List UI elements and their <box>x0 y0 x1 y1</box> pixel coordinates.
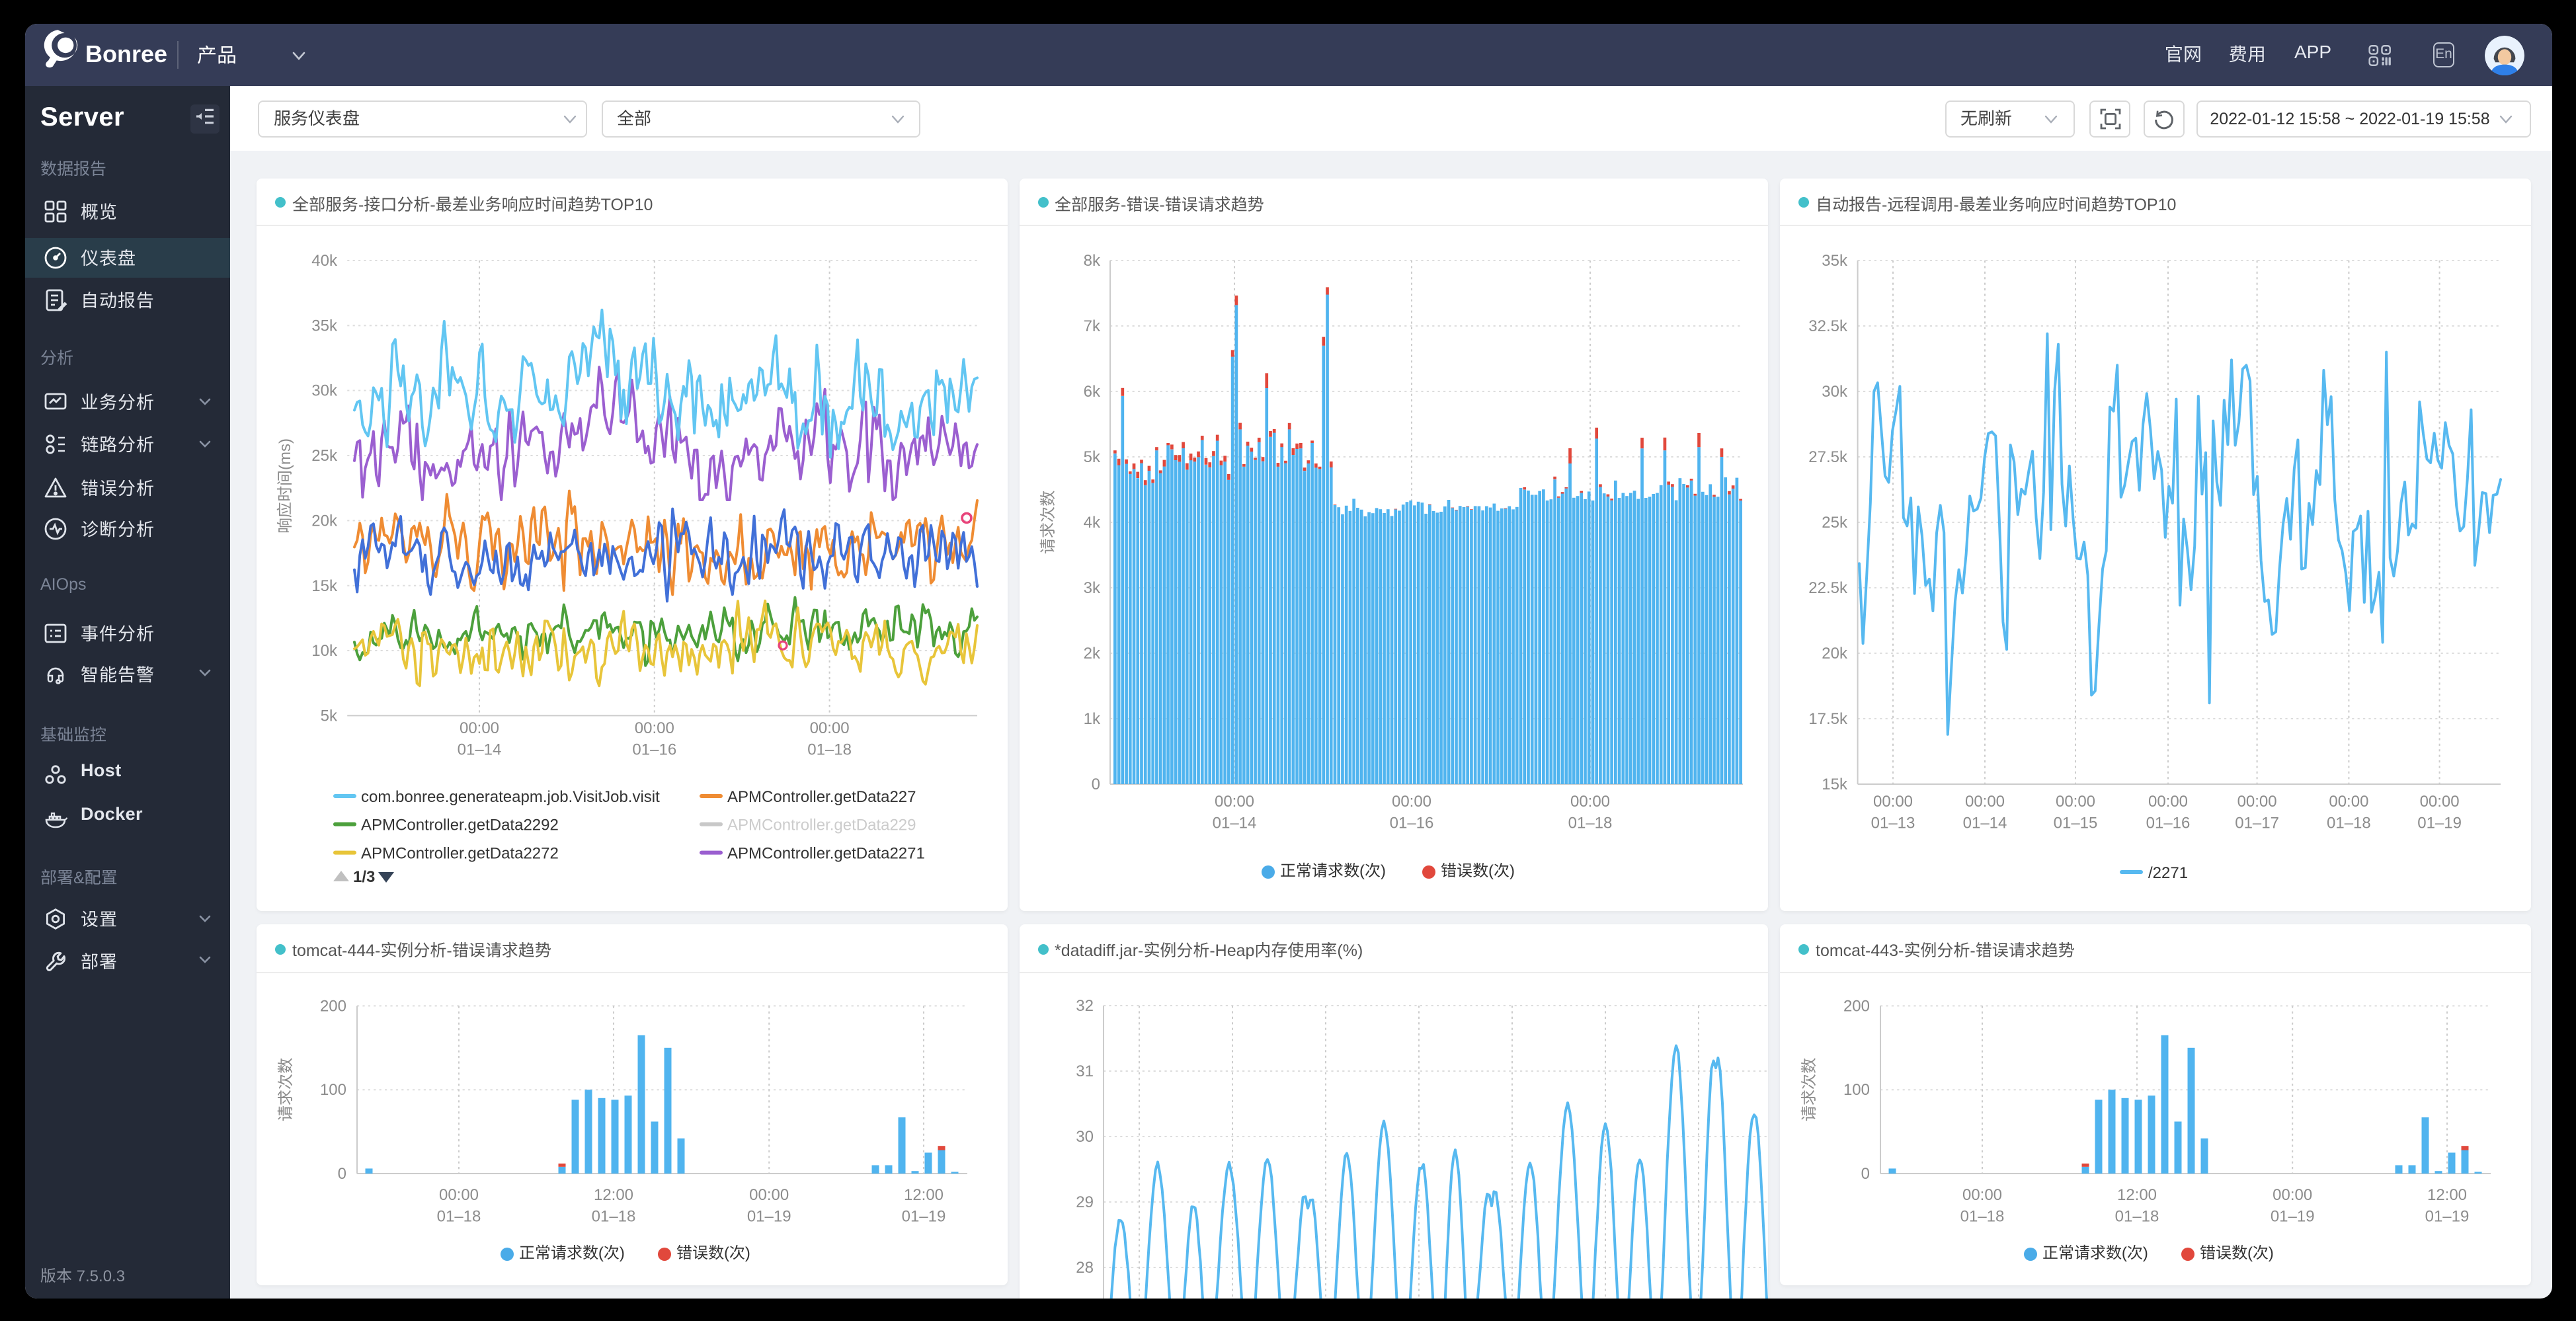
svg-text:错误数(次): 错误数(次) <box>676 1244 750 1262</box>
svg-text:APMController.getData2271: APMController.getData2271 <box>727 844 925 862</box>
svg-text:31: 31 <box>1075 1062 1093 1080</box>
svg-text:01–18: 01–18 <box>437 1208 481 1226</box>
svg-text:25k: 25k <box>1822 513 1848 531</box>
svg-text:01–18: 01–18 <box>807 741 852 758</box>
svg-text:4k: 4k <box>1083 513 1100 531</box>
svg-text:00:00: 00:00 <box>1873 792 1913 810</box>
svg-text:请求次数: 请求次数 <box>1800 1058 1818 1121</box>
svg-text:00:00: 00:00 <box>1962 1186 2002 1204</box>
svg-text:200: 200 <box>1843 997 1870 1015</box>
svg-text:2k: 2k <box>1083 644 1100 662</box>
svg-text:请求次数: 请求次数 <box>1039 490 1057 553</box>
svg-text:10k: 10k <box>311 641 338 659</box>
svg-text:200: 200 <box>320 997 346 1015</box>
svg-text:00:00: 00:00 <box>460 719 499 737</box>
svg-text:01–14: 01–14 <box>1212 814 1256 832</box>
svg-text:20k: 20k <box>1822 644 1848 662</box>
svg-text:0: 0 <box>338 1165 346 1183</box>
svg-text:01–19: 01–19 <box>2271 1208 2315 1226</box>
svg-text:00:00: 00:00 <box>1965 792 2005 810</box>
svg-text:00:00: 00:00 <box>1570 792 1609 810</box>
svg-text:01–18: 01–18 <box>2327 814 2371 832</box>
svg-text:00:00: 00:00 <box>2329 792 2368 810</box>
svg-text:APMController.getData2292: APMController.getData2292 <box>361 816 559 834</box>
svg-text:32: 32 <box>1075 997 1093 1015</box>
svg-text:29: 29 <box>1075 1193 1093 1211</box>
svg-text:5k: 5k <box>321 706 338 724</box>
svg-text:12:00: 12:00 <box>2427 1186 2467 1204</box>
svg-text:01–16: 01–16 <box>632 741 676 758</box>
svg-text:12:00: 12:00 <box>904 1186 944 1204</box>
svg-text:27.5k: 27.5k <box>1808 448 1848 465</box>
svg-text:00:00: 00:00 <box>2056 792 2095 810</box>
svg-text:32.5k: 32.5k <box>1808 317 1848 335</box>
svg-text:00:00: 00:00 <box>2237 792 2277 810</box>
svg-text:30: 30 <box>1075 1128 1093 1146</box>
svg-text:12:00: 12:00 <box>2117 1186 2157 1204</box>
svg-text:28: 28 <box>1075 1259 1093 1277</box>
svg-text:17.5k: 17.5k <box>1808 709 1848 727</box>
svg-text:01–19: 01–19 <box>902 1208 946 1226</box>
svg-text:01–18: 01–18 <box>1568 814 1612 832</box>
svg-text:00:00: 00:00 <box>749 1186 789 1204</box>
svg-text:01–13: 01–13 <box>1871 814 1915 832</box>
svg-text:01–16: 01–16 <box>1389 814 1433 832</box>
svg-text:15k: 15k <box>311 577 338 594</box>
svg-text:30k: 30k <box>311 381 338 399</box>
svg-text:8k: 8k <box>1083 251 1100 269</box>
svg-text:3k: 3k <box>1083 579 1100 596</box>
svg-text:100: 100 <box>1843 1081 1870 1099</box>
svg-text:7k: 7k <box>1083 317 1100 335</box>
svg-text:错误数(次): 错误数(次) <box>1440 861 1514 879</box>
svg-text:响应时间(ms): 响应时间(ms) <box>276 438 294 533</box>
svg-text:/2271: /2271 <box>2148 863 2188 881</box>
svg-text:6k: 6k <box>1083 382 1100 400</box>
svg-text:40k: 40k <box>311 251 338 269</box>
svg-text:APMController.getData229: APMController.getData229 <box>727 816 916 834</box>
svg-text:APMController.getData227: APMController.getData227 <box>727 787 916 805</box>
svg-text:20k: 20k <box>311 511 338 529</box>
svg-text:0: 0 <box>1861 1165 1870 1183</box>
svg-text:00:00: 00:00 <box>635 719 674 737</box>
svg-text:5k: 5k <box>1083 448 1100 465</box>
svg-text:01–19: 01–19 <box>747 1208 791 1226</box>
svg-text:01–14: 01–14 <box>458 741 502 758</box>
svg-text:00:00: 00:00 <box>1214 792 1254 810</box>
svg-text:00:00: 00:00 <box>810 719 850 737</box>
svg-text:01–14: 01–14 <box>1963 814 2007 832</box>
svg-text:15k: 15k <box>1822 775 1848 793</box>
svg-text:1/3: 1/3 <box>353 867 375 885</box>
svg-text:12:00: 12:00 <box>594 1186 633 1204</box>
svg-text:com.bonree.generateapm.job.Vis: com.bonree.generateapm.job.VisitJob.visi… <box>361 787 660 805</box>
svg-text:100: 100 <box>320 1081 346 1099</box>
svg-text:30k: 30k <box>1822 382 1848 400</box>
svg-text:错误数(次): 错误数(次) <box>2200 1244 2274 1262</box>
svg-text:00:00: 00:00 <box>439 1186 479 1204</box>
svg-text:1k: 1k <box>1083 709 1100 727</box>
svg-text:01–16: 01–16 <box>2146 814 2191 832</box>
svg-text:00:00: 00:00 <box>2420 792 2460 810</box>
svg-text:35k: 35k <box>311 316 338 334</box>
svg-text:01–15: 01–15 <box>2054 814 2098 832</box>
svg-text:00:00: 00:00 <box>2273 1186 2312 1204</box>
svg-text:正常请求数(次): 正常请求数(次) <box>1279 861 1385 879</box>
svg-text:01–17: 01–17 <box>2235 814 2279 832</box>
svg-text:01–19: 01–19 <box>2425 1208 2470 1226</box>
svg-text:35k: 35k <box>1822 251 1848 269</box>
svg-text:01–18: 01–18 <box>2115 1208 2159 1226</box>
svg-text:APMController.getData2272: APMController.getData2272 <box>361 844 559 862</box>
svg-text:01–18: 01–18 <box>592 1208 636 1226</box>
svg-text:请求次数: 请求次数 <box>277 1058 295 1121</box>
svg-text:Bonree: Bonree <box>85 40 167 67</box>
svg-text:正常请求数(次): 正常请求数(次) <box>2042 1244 2148 1262</box>
svg-text:00:00: 00:00 <box>1391 792 1431 810</box>
svg-text:正常请求数(次): 正常请求数(次) <box>519 1244 625 1262</box>
svg-text:01–19: 01–19 <box>2417 814 2462 832</box>
svg-text:0: 0 <box>1091 775 1100 793</box>
svg-text:25k: 25k <box>311 446 338 464</box>
svg-text:01–18: 01–18 <box>1960 1208 2005 1226</box>
svg-text:00:00: 00:00 <box>2148 792 2188 810</box>
svg-text:22.5k: 22.5k <box>1808 579 1848 596</box>
